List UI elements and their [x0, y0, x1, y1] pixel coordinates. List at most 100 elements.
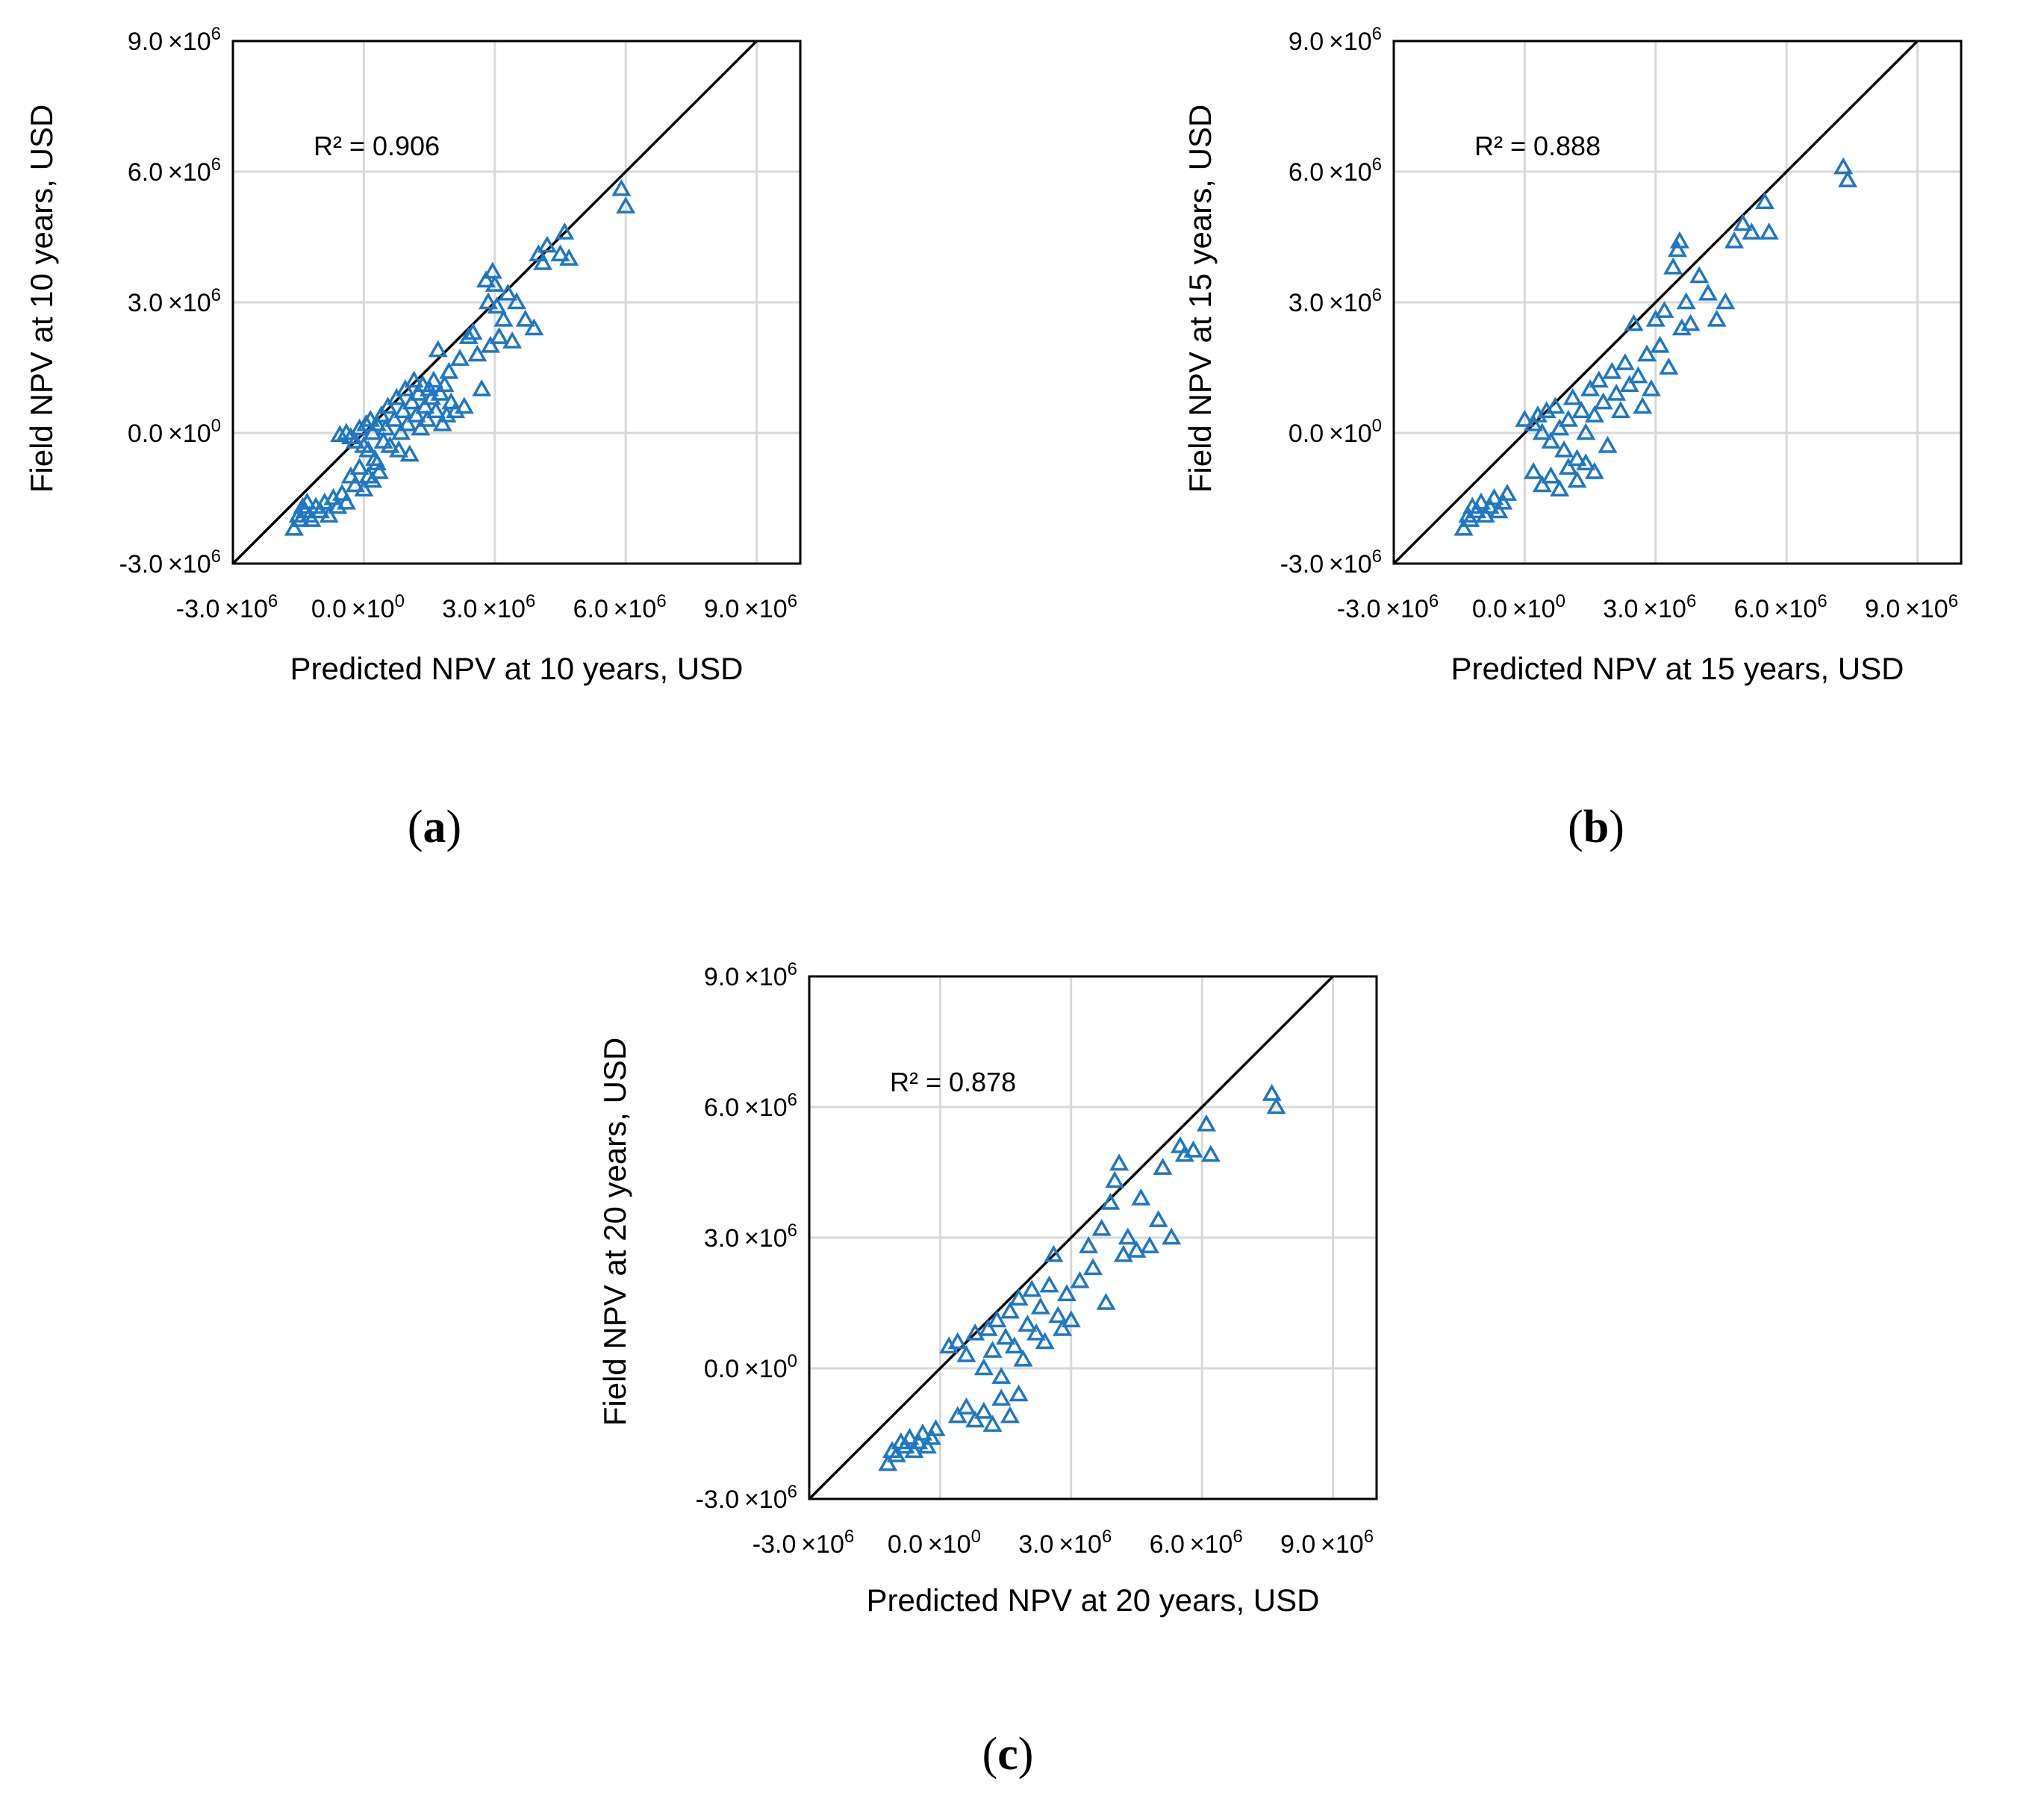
- data-point: [1541, 431, 1561, 449]
- data-point: [367, 453, 387, 471]
- data-point: [1698, 283, 1718, 301]
- panel-label: (b): [1568, 802, 1624, 852]
- data-point: [1576, 453, 1596, 471]
- data-point: [1571, 401, 1592, 419]
- data-point: [484, 275, 505, 292]
- data-point: [1109, 1153, 1130, 1171]
- data-point: [1113, 1244, 1133, 1262]
- y-tick-label: 9.0 ×106: [1289, 24, 1382, 56]
- data-point: [430, 383, 450, 401]
- data-point: [417, 409, 437, 427]
- data-point: [480, 335, 500, 353]
- data-point: [1754, 192, 1775, 210]
- data-point: [371, 405, 391, 423]
- data-point: [900, 1427, 920, 1445]
- data-point: [524, 318, 544, 336]
- data-point: [1453, 518, 1474, 536]
- data-point: [1013, 1349, 1033, 1367]
- data-point: [1127, 1240, 1147, 1258]
- data-point: [458, 327, 479, 344]
- data-point: [956, 1344, 976, 1362]
- data-point: [1733, 213, 1753, 231]
- data-point: [1096, 1292, 1116, 1310]
- x-tick-label: 3.0 ×106: [442, 591, 535, 623]
- data-point: [956, 1397, 976, 1415]
- x-tick-label: 6.0 ×106: [1734, 591, 1828, 623]
- data-point: [1044, 1244, 1064, 1262]
- data-point: [1082, 1258, 1103, 1276]
- data-point: [399, 444, 420, 462]
- data-point: [1545, 396, 1565, 414]
- data-point: [1053, 1318, 1073, 1336]
- data-point: [1105, 1170, 1125, 1188]
- r-squared-annotation: R² = 0.878: [890, 1067, 1016, 1097]
- data-point: [411, 418, 431, 436]
- panel-label: (c): [982, 1729, 1034, 1780]
- data-point: [904, 1441, 924, 1459]
- y-tick-label: 6.0 ×106: [128, 155, 221, 187]
- data-point: [302, 510, 322, 527]
- data-point: [397, 414, 417, 431]
- data-point: [1000, 1301, 1020, 1319]
- data-point: [550, 244, 570, 262]
- data-point: [1742, 222, 1762, 240]
- data-point: [529, 244, 549, 262]
- data-point: [1624, 314, 1644, 331]
- data-point: [356, 414, 376, 431]
- x-tick-label: 9.0 ×106: [1280, 1527, 1374, 1559]
- data-point: [1707, 309, 1727, 327]
- data-point: [996, 1327, 1016, 1345]
- data-point: [423, 370, 443, 388]
- data-point: [1759, 222, 1779, 240]
- chart-panel-a: -3.0 ×106 0.0 ×100 3.0 ×106 6.0 ×106 9.0 ×10…: [24, 24, 802, 852]
- data-point: [1837, 170, 1858, 187]
- data-point: [978, 1318, 998, 1336]
- data-point: [1035, 1332, 1055, 1350]
- data-point: [345, 431, 365, 449]
- data-point: [358, 440, 378, 458]
- data-point: [1153, 1158, 1173, 1175]
- data-point: [319, 505, 339, 523]
- data-point: [467, 344, 487, 362]
- data-point: [1645, 309, 1666, 327]
- data-point: [1100, 1192, 1121, 1210]
- data-point: [1580, 379, 1601, 396]
- data-point: [476, 270, 496, 288]
- data-points: [1453, 157, 1858, 536]
- data-point: [1183, 1140, 1203, 1158]
- tick-labels: -3.0 ×106 0.0 ×100 3.0 ×106 6.0 ×106 9.0 ×10…: [1280, 24, 1959, 623]
- data-point: [1633, 396, 1653, 414]
- x-axis-label: Predicted NPV at 20 years, USD: [867, 1583, 1320, 1618]
- data-point: [1196, 1114, 1217, 1132]
- data-point: [1266, 1097, 1286, 1115]
- data-point: [1139, 1236, 1160, 1253]
- data-point: [1659, 357, 1679, 375]
- data-point: [1162, 1227, 1182, 1245]
- data-point: [439, 361, 459, 379]
- data-point: [472, 379, 492, 396]
- data-point: [1607, 383, 1627, 401]
- data-point: [441, 392, 461, 410]
- data-point: [1148, 1210, 1168, 1227]
- y-axis-label: Field NPV at 10 years, USD: [24, 105, 59, 493]
- data-point: [463, 322, 483, 340]
- data-point: [616, 196, 636, 213]
- data-point: [917, 1436, 937, 1454]
- data-point: [1484, 487, 1504, 505]
- data-point: [506, 292, 527, 310]
- data-point: [345, 475, 365, 493]
- data-point: [982, 1341, 1003, 1358]
- data-points: [878, 1083, 1286, 1471]
- data-point: [1471, 492, 1491, 510]
- data-point: [428, 340, 448, 358]
- x-tick-label: -3.0 ×106: [1337, 591, 1439, 623]
- y-tick-label: 6.0 ×106: [1289, 155, 1382, 187]
- data-point: [363, 470, 383, 488]
- data-point: [336, 492, 357, 510]
- data-point: [1558, 458, 1578, 475]
- data-point: [487, 296, 507, 314]
- data-point: [533, 252, 553, 270]
- data-point: [1515, 409, 1535, 427]
- data-point: [1056, 1284, 1076, 1302]
- data-point: [515, 309, 535, 327]
